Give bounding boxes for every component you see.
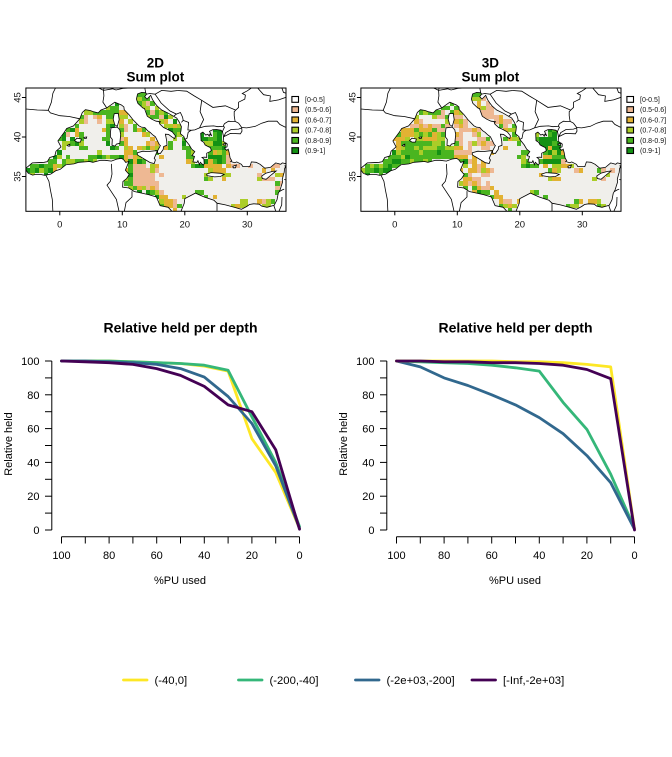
svg-text:20: 20 <box>27 491 39 503</box>
svg-text:80: 80 <box>27 390 39 402</box>
svg-text:20: 20 <box>246 550 258 562</box>
svg-text:30: 30 <box>577 220 588 231</box>
svg-text:(0.8-0.9]: (0.8-0.9] <box>640 138 666 145</box>
svg-text:80: 80 <box>438 550 450 562</box>
svg-text:(0.6-0.7]: (0.6-0.7] <box>305 117 331 124</box>
svg-text:Relative held per depth: Relative held per depth <box>103 320 257 336</box>
svg-text:(0.8-0.9]: (0.8-0.9] <box>305 138 331 145</box>
svg-text:Sum plot: Sum plot <box>127 70 185 85</box>
svg-text:100: 100 <box>387 550 405 562</box>
svg-text:40: 40 <box>27 457 39 469</box>
svg-text:100: 100 <box>52 550 70 562</box>
svg-text:10: 10 <box>452 220 463 231</box>
svg-text:[0-0.5]: [0-0.5] <box>305 97 325 104</box>
svg-text:(0.7-0.8]: (0.7-0.8] <box>640 128 666 135</box>
svg-text:(0.5-0.6]: (0.5-0.6] <box>305 107 331 114</box>
svg-text:10: 10 <box>117 220 128 231</box>
svg-text:80: 80 <box>362 390 374 402</box>
svg-text:(-40,0]: (-40,0] <box>155 675 188 687</box>
svg-text:3D: 3D <box>482 56 500 71</box>
svg-text:(0.9-1]: (0.9-1] <box>640 148 660 155</box>
svg-text:40: 40 <box>362 457 374 469</box>
svg-text:45: 45 <box>12 92 23 103</box>
svg-text:0: 0 <box>296 550 302 562</box>
svg-text:[-Inf,-2e+03]: [-Inf,-2e+03] <box>503 675 564 687</box>
svg-text:%PU used: %PU used <box>154 575 206 587</box>
svg-text:40: 40 <box>198 550 210 562</box>
svg-text:60: 60 <box>151 550 163 562</box>
svg-text:20: 20 <box>581 550 593 562</box>
svg-text:35: 35 <box>12 171 23 182</box>
svg-text:20: 20 <box>515 220 526 231</box>
svg-text:60: 60 <box>362 424 374 436</box>
svg-text:(-200,-40]: (-200,-40] <box>270 675 319 687</box>
svg-text:100: 100 <box>356 356 374 368</box>
svg-text:0: 0 <box>57 220 62 231</box>
svg-text:30: 30 <box>242 220 253 231</box>
svg-text:%PU used: %PU used <box>489 575 541 587</box>
svg-text:Sum plot: Sum plot <box>462 70 520 85</box>
svg-text:Relative held per depth: Relative held per depth <box>438 320 592 336</box>
svg-text:100: 100 <box>21 356 39 368</box>
svg-text:20: 20 <box>180 220 191 231</box>
svg-text:0: 0 <box>631 550 637 562</box>
svg-text:2D: 2D <box>147 56 165 71</box>
svg-text:40: 40 <box>12 132 23 143</box>
svg-text:Relative held: Relative held <box>3 412 15 476</box>
svg-text:0: 0 <box>392 220 397 231</box>
svg-text:(0.5-0.6]: (0.5-0.6] <box>640 107 666 114</box>
svg-text:0: 0 <box>368 525 374 537</box>
svg-text:(0.6-0.7]: (0.6-0.7] <box>640 117 666 124</box>
svg-text:60: 60 <box>486 550 498 562</box>
svg-text:45: 45 <box>347 92 358 103</box>
svg-text:(0.7-0.8]: (0.7-0.8] <box>305 128 331 135</box>
svg-text:Relative held: Relative held <box>338 412 350 476</box>
svg-text:(0.9-1]: (0.9-1] <box>305 148 325 155</box>
svg-text:35: 35 <box>347 171 358 182</box>
svg-text:(-2e+03,-200]: (-2e+03,-200] <box>387 675 455 687</box>
svg-text:60: 60 <box>27 424 39 436</box>
svg-text:40: 40 <box>533 550 545 562</box>
svg-text:[0-0.5]: [0-0.5] <box>640 97 660 104</box>
svg-text:80: 80 <box>103 550 115 562</box>
svg-text:20: 20 <box>362 491 374 503</box>
svg-text:40: 40 <box>347 132 358 143</box>
svg-text:0: 0 <box>33 525 39 537</box>
